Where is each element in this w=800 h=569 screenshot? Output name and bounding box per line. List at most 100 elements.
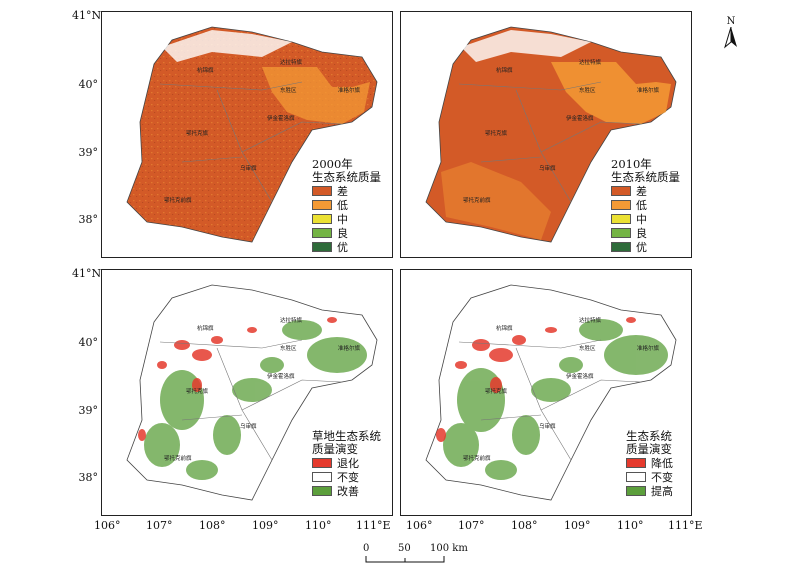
district-borders-2010 [458,81,642,203]
degrade-patches-eco [436,317,636,442]
legend-title-name: 生态系统质量 [312,170,381,184]
map-panel-2010: 杭锦旗 达拉特旗 东胜区 准格尔旗 伊金霍洛旗 鄂托克旗 乌审旗 鄂托克前旗 2… [400,11,692,258]
map-2010: 杭锦旗 达拉特旗 东胜区 准格尔旗 伊金霍洛旗 鄂托克旗 乌审旗 鄂托克前旗 [425,26,677,243]
label-zhungeer: 准格尔旗 [637,86,660,94]
label-etuoke: 鄂托克旗 [485,387,508,395]
swatch-good [312,228,332,238]
label-etuoke: 鄂托克旗 [186,387,209,395]
swatch-low [611,200,631,210]
swatch-low [312,200,332,210]
lon-tick-109: 109° [252,519,279,532]
label-hangjin: 杭锦旗 [197,66,214,74]
scale-bar-graphic [365,556,445,563]
swatch-excellent [611,242,631,252]
legend-label-excellent: 优 [636,240,647,254]
legend-label-medium: 中 [636,212,647,226]
east-low-zone-2010 [551,62,671,124]
label-hangjin: 杭锦旗 [496,66,513,74]
degrade-patches-grass [138,317,337,441]
legend-label-improve: 改善 [337,484,359,498]
lon-tick-107-b: 107° [458,519,485,532]
map-panel-grassland-change: 杭锦旗 达拉特旗 东胜区 准格尔旗 伊金霍洛旗 鄂托克旗 乌审旗 鄂托克前旗 草… [101,269,393,516]
lat-tick-40: 40° [78,78,99,91]
label-dongsheng: 东胜区 [579,86,596,94]
label-etuoke: 鄂托克旗 [186,129,209,137]
label-zhungeer: 准格尔旗 [338,344,361,352]
east-low-zone-2000 [262,67,370,124]
north-arrow-icon [724,26,737,49]
legend-title-name: 生态系统质量 [611,170,680,184]
swatch-poor [611,186,631,196]
swatch-good [611,228,631,238]
legend-grassland-change: 草地生态系统 质量演变 退化 不变 改善 [312,430,381,498]
label-wushen: 乌审旗 [539,164,556,172]
swatch-medium [611,214,631,224]
legend-title-line2: 质量演变 [312,442,358,456]
lon-tick-111-b: 111°E [668,519,703,532]
map-panel-ecosystem-change: 杭锦旗 达拉特旗 东胜区 准格尔旗 伊金霍洛旗 鄂托克旗 乌审旗 鄂托克前旗 生… [400,269,692,516]
lon-tick-107: 107° [146,519,173,532]
north-white-strip-2000 [162,30,292,62]
legend-title-year: 2000年 [312,157,353,171]
label-hangjin: 杭锦旗 [197,324,214,332]
label-wushen: 乌审旗 [240,422,257,430]
map-panel-2000: 杭锦旗 达拉特旗 东胜区 准格尔旗 伊金霍洛旗 鄂托克旗 乌审旗 鄂托克前旗 2… [101,11,393,258]
lat-tick-41-b: 41°N [72,267,102,280]
lon-tick-109-b: 109° [564,519,591,532]
district-borders-eco [458,339,642,461]
label-etuokeqian: 鄂托克前旗 [164,454,192,462]
legend-title-year: 2010年 [611,157,652,171]
legend-label-increase: 提高 [651,484,673,498]
label-dalate: 达拉特旗 [280,58,303,66]
label-dongsheng: 东胜区 [579,344,596,352]
legend-label-good: 良 [337,226,348,240]
label-dalate: 达拉特旗 [579,58,602,66]
south-low-zone-2010 [441,162,551,240]
label-wushen: 乌审旗 [539,422,556,430]
lon-tick-108-b: 108° [511,519,538,532]
north-label: N [726,16,736,27]
swatch-excellent [312,242,332,252]
scale-label-0: 0 [363,543,370,554]
legend-label-medium: 中 [337,212,348,226]
district-borders-2000 [159,81,343,203]
label-dongsheng: 东胜区 [280,344,297,352]
swatch-medium [312,214,332,224]
label-zhungeer: 准格尔旗 [338,86,361,94]
lat-tick-40-b: 40° [78,336,99,349]
label-yijinhuoluo: 伊金霍洛旗 [566,372,594,380]
legend-title-line2: 质量演变 [626,442,672,456]
swatch-poor [312,186,332,196]
lon-tick-106-b: 106° [406,519,433,532]
swatch-decrease [626,458,646,468]
label-wushen: 乌审旗 [240,164,257,172]
legend-label-low: 低 [636,198,647,212]
north-arrow: N [723,16,739,52]
lon-tick-106: 106° [94,519,121,532]
scale-label-50: 50 [398,543,411,554]
label-dalate: 达拉特旗 [579,316,602,324]
legend-label-degrade: 退化 [337,456,359,470]
label-etuokeqian: 鄂托克前旗 [463,196,491,204]
label-dongsheng: 东胜区 [280,86,297,94]
legend-ecosystem-change: 生态系统 质量演变 降低 不变 提高 [626,430,673,498]
scale-label-100km: 100 km [430,543,468,554]
lon-tick-110-b: 110° [617,519,644,532]
swatch-degrade [312,458,332,468]
map-ecosystem-change: 杭锦旗 达拉特旗 东胜区 准格尔旗 伊金霍洛旗 鄂托克旗 乌审旗 鄂托克前旗 [425,284,677,501]
swatch-improve [312,486,332,496]
legend-label-poor: 差 [636,184,647,198]
legend-label-decrease: 降低 [651,456,673,470]
label-yijinhuoluo: 伊金霍洛旗 [267,372,295,380]
legend-label-poor: 差 [337,184,348,198]
swatch-unchanged [312,472,332,482]
label-yijinhuoluo: 伊金霍洛旗 [267,114,295,122]
legend-title-line1: 生态系统 [626,429,672,443]
swatch-increase [626,486,646,496]
legend-title-line1: 草地生态系统 [312,429,381,443]
lat-tick-39: 39° [78,146,99,159]
lon-tick-111: 111°E [356,519,391,532]
legend-label-excellent: 优 [337,240,348,254]
lon-tick-108: 108° [199,519,226,532]
legend-label-low: 低 [337,198,348,212]
